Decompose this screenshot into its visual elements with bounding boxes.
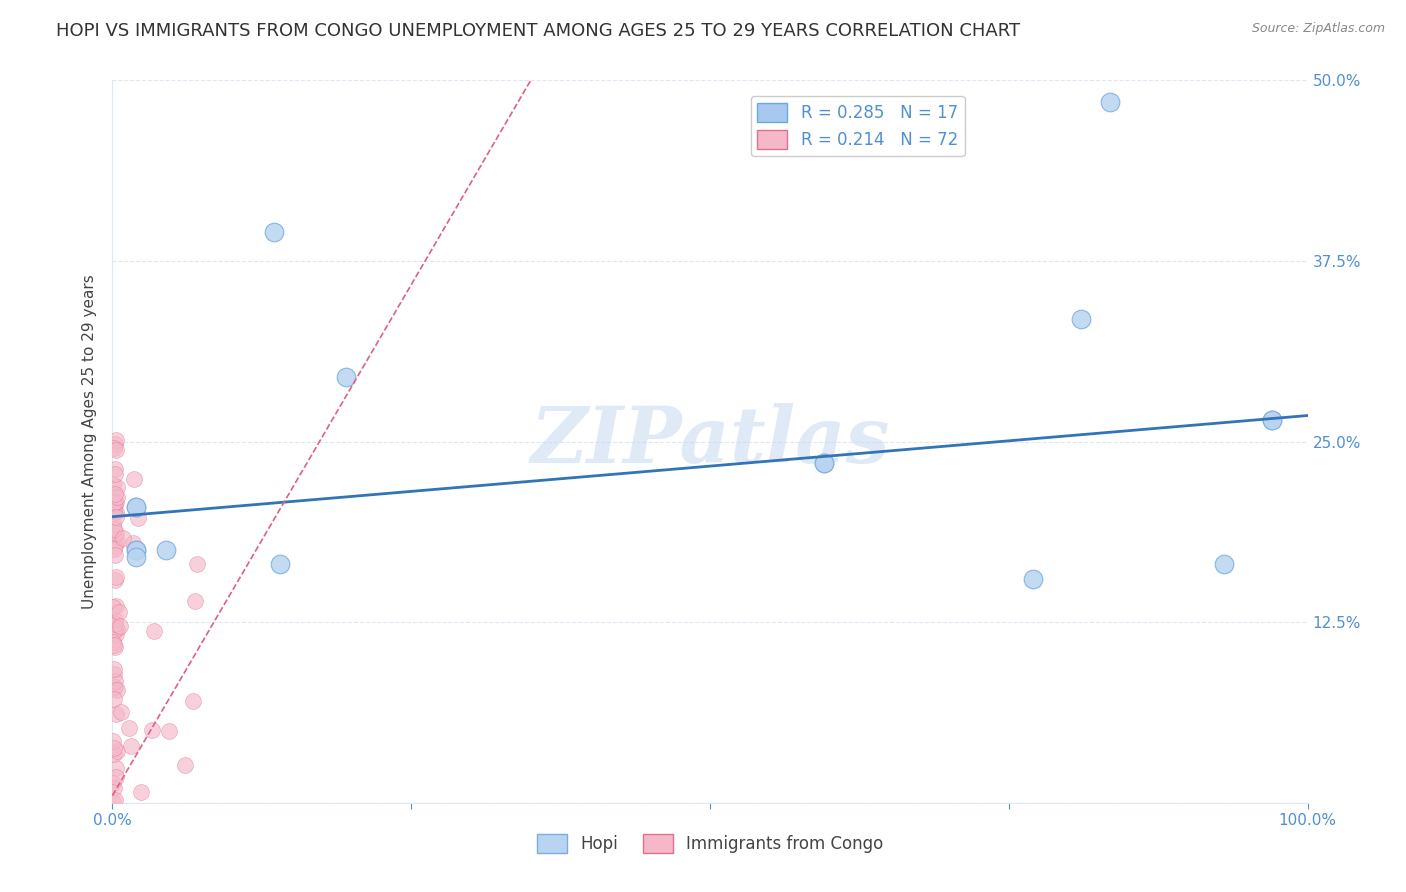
Point bbox=[101, 733, 124, 747]
Point bbox=[103, 638, 125, 652]
Point bbox=[118, 722, 141, 736]
Point bbox=[122, 472, 145, 486]
Point bbox=[105, 491, 128, 505]
Point bbox=[103, 441, 125, 455]
Point bbox=[105, 442, 128, 457]
Point bbox=[101, 517, 124, 532]
Point bbox=[107, 605, 129, 619]
Point bbox=[103, 666, 125, 681]
Text: HOPI VS IMMIGRANTS FROM CONGO UNEMPLOYMENT AMONG AGES 25 TO 29 YEARS CORRELATION: HOPI VS IMMIGRANTS FROM CONGO UNEMPLOYME… bbox=[56, 22, 1021, 40]
Point bbox=[103, 487, 125, 501]
Point bbox=[104, 462, 127, 476]
Point bbox=[103, 740, 125, 755]
Point bbox=[103, 692, 125, 706]
Point bbox=[103, 635, 125, 649]
Point bbox=[103, 618, 125, 632]
Point bbox=[104, 437, 127, 451]
Point bbox=[813, 456, 835, 470]
Point bbox=[103, 542, 125, 557]
Point bbox=[104, 613, 127, 627]
Point bbox=[104, 793, 127, 807]
Text: ZIPatlas: ZIPatlas bbox=[530, 403, 890, 480]
Point bbox=[104, 680, 127, 694]
Point bbox=[813, 456, 835, 470]
Point bbox=[103, 522, 125, 536]
Point bbox=[104, 526, 127, 541]
Point bbox=[1213, 558, 1236, 572]
Point bbox=[104, 623, 127, 637]
Point bbox=[110, 619, 132, 633]
Y-axis label: Unemployment Among Ages 25 to 29 years: Unemployment Among Ages 25 to 29 years bbox=[82, 274, 97, 609]
Point bbox=[103, 780, 125, 795]
Point bbox=[110, 705, 132, 719]
Point bbox=[104, 539, 127, 553]
Point bbox=[1070, 311, 1092, 326]
Point bbox=[104, 770, 127, 784]
Point bbox=[104, 640, 127, 654]
Point bbox=[125, 500, 148, 514]
Point bbox=[104, 497, 127, 511]
Point bbox=[141, 723, 163, 738]
Point bbox=[105, 682, 128, 697]
Point bbox=[120, 739, 142, 754]
Point bbox=[103, 529, 125, 543]
Point bbox=[125, 500, 148, 514]
Point bbox=[103, 747, 125, 761]
Point bbox=[104, 505, 127, 519]
Point bbox=[103, 503, 125, 517]
Point bbox=[101, 776, 124, 790]
Point bbox=[105, 495, 128, 509]
Point bbox=[112, 531, 135, 545]
Point bbox=[105, 622, 128, 636]
Point bbox=[104, 617, 127, 632]
Point bbox=[335, 369, 357, 384]
Point bbox=[1022, 572, 1045, 586]
Point bbox=[269, 558, 291, 572]
Point bbox=[1099, 95, 1122, 109]
Point bbox=[125, 550, 148, 565]
Point bbox=[105, 627, 128, 641]
Point bbox=[184, 594, 207, 608]
Point bbox=[104, 673, 127, 688]
Point bbox=[104, 510, 127, 524]
Point bbox=[104, 549, 127, 563]
Point bbox=[129, 784, 152, 798]
Point bbox=[155, 542, 177, 557]
Point bbox=[1261, 413, 1284, 427]
Point bbox=[105, 434, 128, 448]
Point bbox=[104, 707, 127, 722]
Point bbox=[103, 496, 125, 510]
Point bbox=[103, 680, 125, 694]
Point bbox=[127, 511, 149, 525]
Point bbox=[105, 761, 128, 775]
Point bbox=[105, 570, 128, 584]
Point bbox=[263, 225, 285, 239]
Point bbox=[105, 534, 128, 549]
Point bbox=[104, 599, 127, 613]
Point bbox=[186, 557, 208, 571]
Point bbox=[103, 599, 125, 614]
Point bbox=[104, 573, 127, 587]
Point bbox=[101, 477, 124, 491]
Point bbox=[104, 467, 127, 481]
Point bbox=[181, 694, 204, 708]
Point bbox=[125, 542, 148, 557]
Point bbox=[174, 757, 197, 772]
Point bbox=[105, 480, 128, 494]
Point bbox=[143, 624, 166, 638]
Point bbox=[105, 744, 128, 758]
Point bbox=[121, 536, 143, 550]
Point bbox=[101, 795, 124, 809]
Point bbox=[103, 662, 125, 676]
Point bbox=[157, 724, 180, 739]
Point bbox=[1261, 413, 1284, 427]
Point bbox=[125, 542, 148, 557]
Text: Source: ZipAtlas.com: Source: ZipAtlas.com bbox=[1251, 22, 1385, 36]
Legend: Hopi, Immigrants from Congo: Hopi, Immigrants from Congo bbox=[530, 827, 890, 860]
